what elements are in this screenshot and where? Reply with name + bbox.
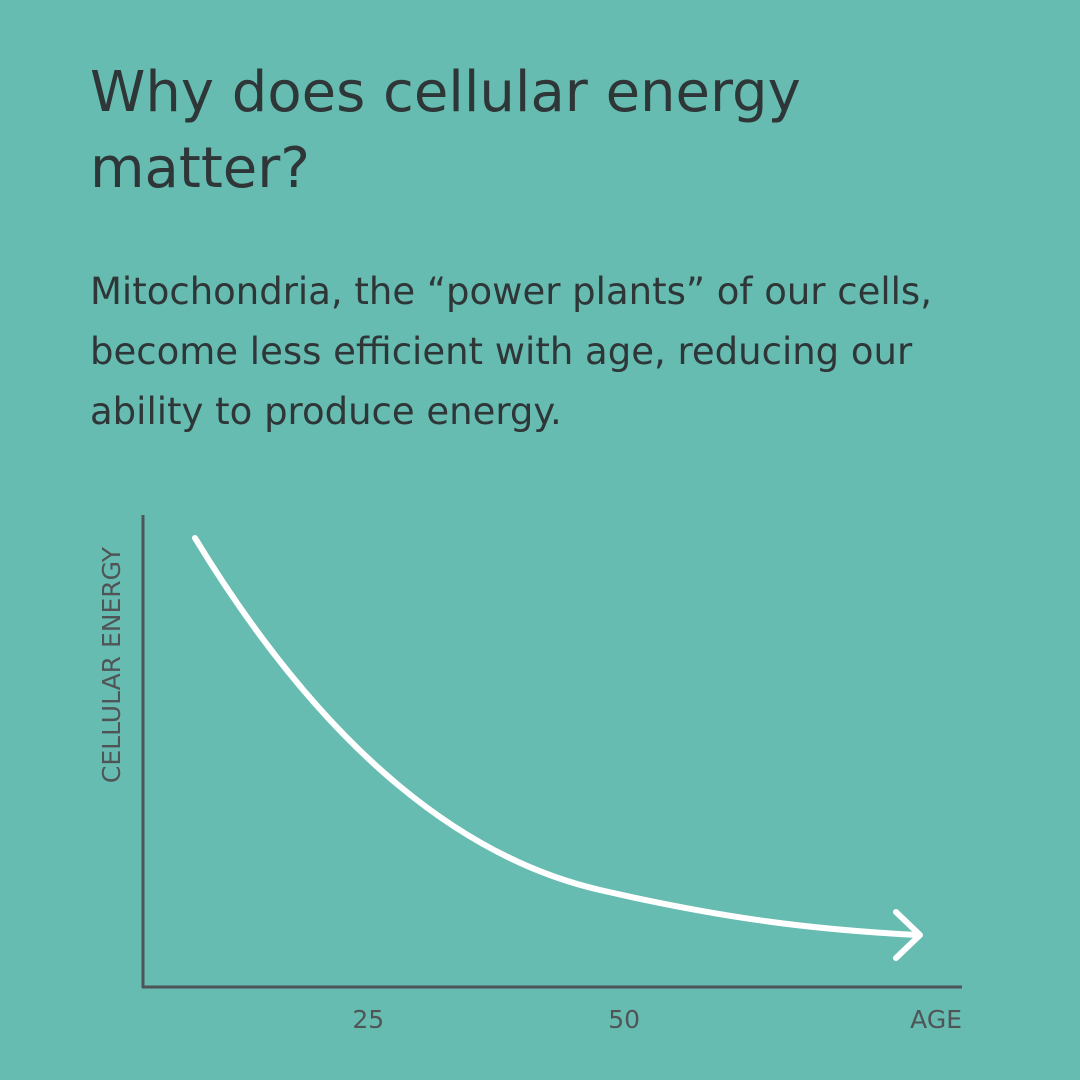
trend-curve [192,535,921,938]
x-tick-label: 25 [352,1005,384,1034]
arrow-head [893,909,923,961]
x-tick-label: 50 [608,1005,640,1034]
x-axis-label: AGE [910,1005,962,1034]
y-axis-label: CELLULAR ENERGY [97,546,126,783]
chart-title: Why does cellular energy matter? [90,60,801,201]
chart-subtitle: Mitochondria, the “power plants” of our … [90,270,932,433]
